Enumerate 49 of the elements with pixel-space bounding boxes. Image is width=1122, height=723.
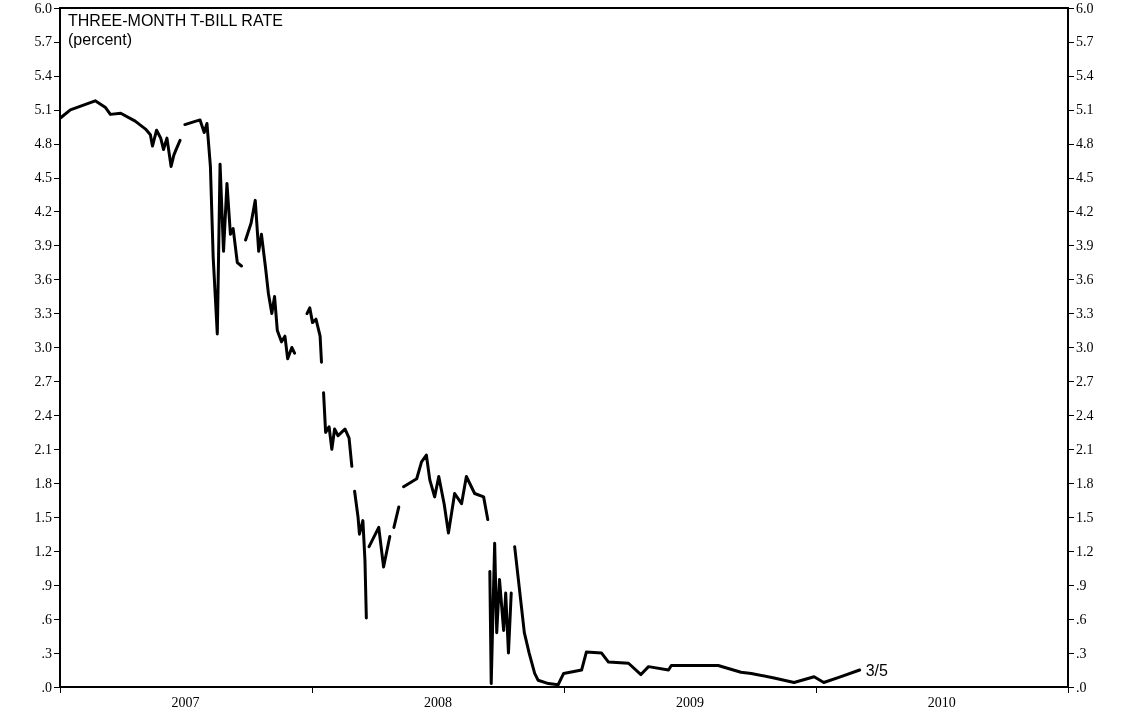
y2-tick-label: 1.8	[1076, 475, 1094, 491]
y2-tick-label: 1.5	[1076, 509, 1094, 525]
y-tick-label: 3.6	[34, 272, 52, 288]
y2-tick-label: .6	[1076, 611, 1087, 627]
y2-tick-label: .9	[1076, 577, 1087, 593]
y-tick-label: .9	[41, 577, 52, 593]
y2-tick-label: 2.7	[1076, 373, 1094, 389]
chart-title: THREE-MONTH T-BILL RATE	[68, 11, 283, 29]
x-tick-label: 2010	[927, 694, 956, 710]
y-tick-label: 4.2	[34, 204, 52, 220]
y2-tick-label: 3.9	[1076, 238, 1094, 254]
x-tick-label: 2009	[675, 694, 704, 710]
y-tick-label: 5.4	[34, 68, 52, 84]
y-tick-label: 6.0	[34, 0, 52, 16]
annotation: 3/5	[865, 661, 888, 679]
y2-tick-label: .3	[1076, 645, 1087, 661]
y2-tick-label: 5.1	[1076, 102, 1094, 118]
y-tick-label: 4.8	[34, 136, 52, 152]
y-tick-label: 5.7	[34, 34, 52, 50]
y-tick-label: 2.4	[34, 407, 52, 423]
y-tick-label: .6	[41, 611, 52, 627]
y-tick-label: 1.2	[34, 543, 52, 559]
y-tick-label: 3.3	[34, 306, 52, 322]
y2-tick-label: 2.1	[1076, 441, 1094, 457]
x-tick-label: 2008	[424, 694, 453, 710]
y-tick-label: 3.0	[34, 340, 52, 355]
y2-tick-label: 1.2	[1076, 543, 1094, 559]
y-tick-label: 2.1	[34, 441, 52, 457]
y-tick-label: 5.1	[34, 102, 52, 118]
y-tick-label: 2.7	[34, 373, 52, 389]
y2-tick-label: 5.7	[1076, 34, 1094, 50]
y2-tick-label: 2.4	[1076, 407, 1094, 423]
y2-tick-label: 3.6	[1076, 272, 1094, 288]
y2-tick-label: 3.0	[1076, 340, 1094, 355]
y2-tick-label: .0	[1076, 679, 1087, 695]
y-tick-label: 3.9	[34, 238, 52, 254]
text: (percent)	[68, 30, 133, 48]
y2-tick-label: 3.3	[1076, 306, 1094, 322]
y-tick-label: 1.5	[34, 509, 52, 525]
x-tick-label: 2007	[171, 694, 200, 710]
y2-tick-label: 6.0	[1076, 0, 1094, 16]
y2-tick-label: 4.5	[1076, 170, 1094, 186]
y2-tick-label: 4.2	[1076, 204, 1094, 220]
y2-tick-label: 5.4	[1076, 68, 1094, 84]
y-tick-label: .0	[41, 679, 52, 695]
y-tick-label: .3	[41, 645, 52, 661]
y-tick-label: 4.5	[34, 170, 52, 186]
y-tick-label: 1.8	[34, 475, 52, 491]
y2-tick-label: 4.8	[1076, 136, 1094, 152]
